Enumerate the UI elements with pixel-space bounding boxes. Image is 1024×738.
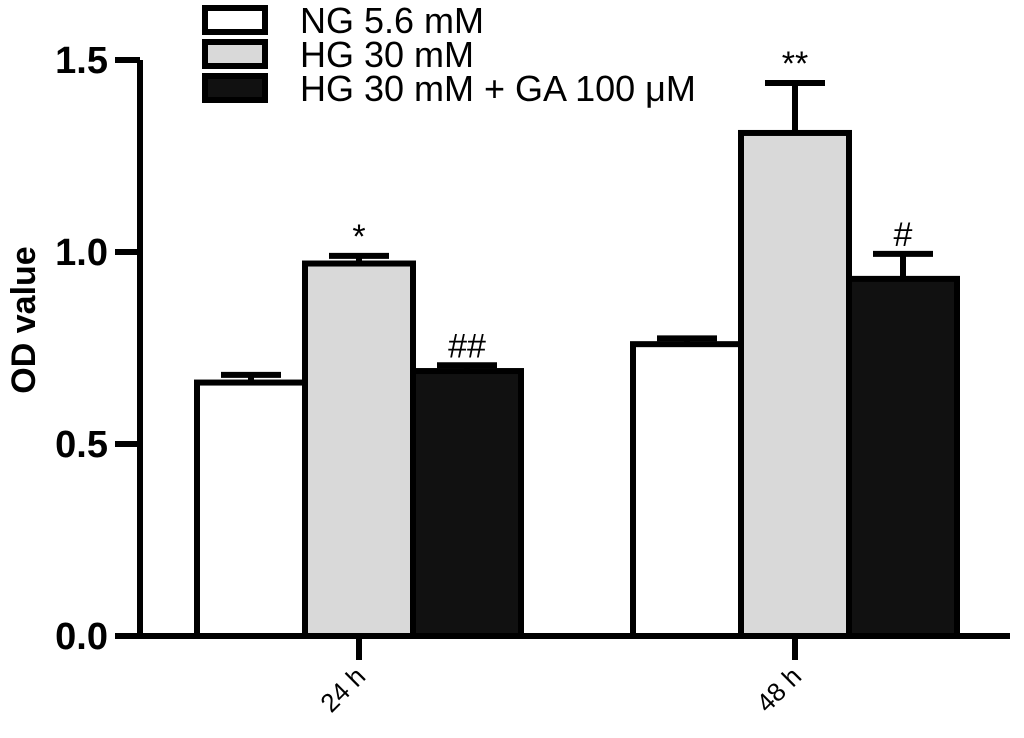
significance-label: ## [448,327,486,365]
bar-2-24h [302,260,416,639]
x-axis-categories: 24 h 48 h [314,636,807,718]
y-tick-label: 1.5 [55,40,108,82]
significance-label: # [894,216,913,254]
bar-2-48h [738,129,852,640]
bar-3-24h [410,368,524,639]
bar-1-48h [630,341,744,639]
bars: * ## ** # [194,45,960,640]
bar-3-48h [846,275,960,639]
significance-label: * [352,218,365,256]
legend-label: HG 30 mM + GA 100 μM [300,68,696,109]
y-tick-label: 1.0 [55,232,108,274]
x-category-label: 24 h [314,661,371,718]
legend-swatch [202,5,268,35]
significance-label: ** [782,45,808,83]
legend-label: NG 5.6 mM [300,0,484,41]
y-axis-ticks: 0.0 0.5 1.0 1.5 [55,40,140,658]
legend-swatch [202,39,268,69]
bar-1-24h [194,379,308,639]
y-tick-label: 0.0 [55,616,108,658]
y-tick-label: 0.5 [55,424,108,466]
y-axis-label: OD value [5,246,43,393]
x-category-label: 48 h [750,661,807,718]
legend-swatch [202,73,268,103]
legend-label: HG 30 mM [300,34,474,75]
